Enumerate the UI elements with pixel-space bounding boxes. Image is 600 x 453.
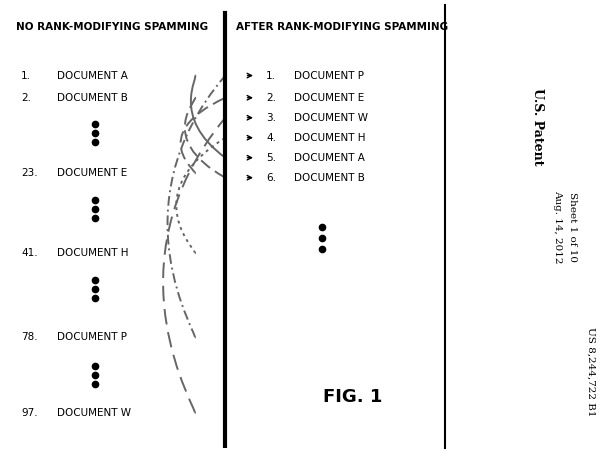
Text: NO RANK-MODIFYING SPAMMING: NO RANK-MODIFYING SPAMMING (16, 22, 208, 32)
Text: FIG. 1: FIG. 1 (323, 388, 382, 406)
Text: Aug. 14, 2012: Aug. 14, 2012 (554, 190, 563, 263)
Text: 41.: 41. (22, 248, 38, 258)
Text: 1.: 1. (22, 71, 31, 81)
Text: DOCUMENT E: DOCUMENT E (294, 93, 364, 103)
Text: 97.: 97. (22, 408, 38, 418)
Text: 2.: 2. (22, 93, 31, 103)
Text: US 8,244,722 B1: US 8,244,722 B1 (587, 327, 595, 416)
Text: DOCUMENT B: DOCUMENT B (57, 93, 128, 103)
Text: DOCUMENT E: DOCUMENT E (57, 168, 127, 178)
Text: 23.: 23. (22, 168, 38, 178)
Text: 4.: 4. (266, 133, 276, 143)
Text: 5.: 5. (266, 153, 276, 163)
Text: DOCUMENT H: DOCUMENT H (294, 133, 365, 143)
Text: 6.: 6. (266, 173, 276, 183)
Text: 3.: 3. (266, 113, 276, 123)
Text: 2.: 2. (266, 93, 276, 103)
Text: 78.: 78. (22, 333, 38, 342)
Text: DOCUMENT B: DOCUMENT B (294, 173, 365, 183)
Text: DOCUMENT H: DOCUMENT H (57, 248, 128, 258)
Text: Sheet 1 of 10: Sheet 1 of 10 (569, 192, 577, 261)
Text: DOCUMENT W: DOCUMENT W (57, 408, 131, 418)
Text: DOCUMENT A: DOCUMENT A (57, 71, 128, 81)
Text: 1.: 1. (266, 71, 276, 81)
Text: DOCUMENT P: DOCUMENT P (294, 71, 364, 81)
Text: DOCUMENT P: DOCUMENT P (57, 333, 127, 342)
Text: DOCUMENT W: DOCUMENT W (294, 113, 368, 123)
Text: AFTER RANK-MODIFYING SPAMMING: AFTER RANK-MODIFYING SPAMMING (235, 22, 448, 32)
Text: DOCUMENT A: DOCUMENT A (294, 153, 365, 163)
Text: U.S. Patent: U.S. Patent (530, 88, 544, 166)
